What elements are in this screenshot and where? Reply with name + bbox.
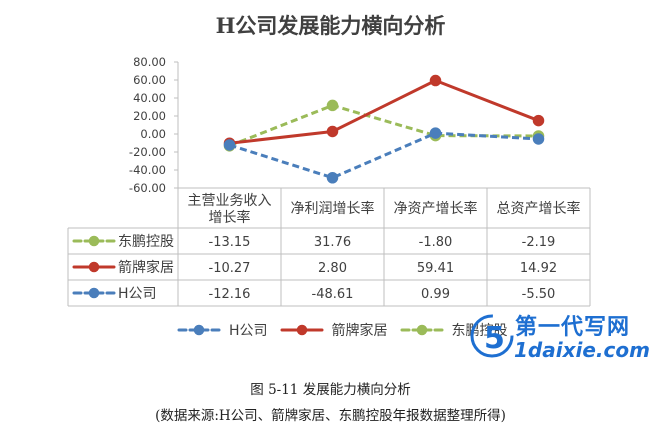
data-point: [326, 125, 339, 138]
y-tick-label: 40.00: [133, 91, 166, 105]
category-label: 净利润增长率: [291, 200, 375, 217]
y-tick-label: 0.00: [140, 127, 166, 141]
data-value-label: 59.41: [417, 261, 454, 276]
data-point: [532, 133, 545, 145]
legend-marker-icon: [193, 324, 205, 336]
y-tick-label: -60.00: [129, 181, 166, 195]
legend-symbol-icon: [280, 324, 324, 336]
legend-marker-icon: [88, 235, 100, 247]
category-label: 总资产增长率: [497, 200, 581, 217]
y-tick-label: 60.00: [133, 73, 166, 87]
category-label: 主营业务收入: [188, 193, 272, 209]
y-axis: 80.00 60.00 40.00 20.00 0.00 -20.00 -40.00 -60.…: [129, 55, 179, 195]
data-value-label: -48.61: [312, 287, 354, 302]
table-series-label: 东鹏控股: [118, 234, 174, 250]
data-value-label: -1.80: [419, 235, 453, 250]
category-label: 净资产增长率: [394, 200, 478, 217]
legend-marker-icon: [296, 324, 307, 336]
data-value-label: 31.76: [314, 235, 351, 250]
table-series-label: 箭牌家居: [118, 259, 174, 276]
y-tick-label: -20.00: [129, 145, 166, 159]
data-value-label: -10.27: [209, 261, 251, 276]
y-tick-label: 80.00: [133, 55, 166, 69]
legend: H公司 箭牌家居 东鹏控股: [175, 320, 508, 340]
legend-symbol-icon: [177, 324, 221, 336]
table-series-label: H公司: [118, 286, 157, 302]
data-point: [429, 74, 442, 87]
category-label: 增长率: [209, 209, 251, 226]
legend-symbol-icon: [400, 324, 444, 336]
series-line-H公司: [229, 131, 539, 180]
series-line-东鹏控股: [228, 103, 539, 148]
legend-label: 东鹏控股: [451, 323, 508, 339]
data-value-label: -2.19: [522, 235, 556, 250]
legend-item: 箭牌家居: [278, 320, 388, 340]
data-point: [429, 127, 442, 139]
y-tick-label: 20.00: [133, 109, 166, 123]
data-value-label: -13.15: [209, 235, 251, 250]
watermark-logo-digit: 5: [484, 321, 505, 356]
data-value-label: 14.92: [520, 261, 557, 276]
data-value-label: -5.50: [522, 287, 556, 302]
y-tick-label: -40.00: [129, 163, 166, 177]
series-lines: [223, 74, 545, 184]
legend-item: 东鹏控股: [398, 320, 508, 340]
data-point: [223, 139, 236, 151]
watermark-url: 1daixie.com: [514, 338, 650, 362]
data-point: [326, 99, 339, 112]
legend-label: 箭牌家居: [331, 323, 388, 339]
legend-marker-icon: [88, 287, 100, 299]
figure-caption: 图 5-11 发展能力横向分析: [250, 382, 411, 398]
legend-label: H公司: [229, 323, 268, 339]
legend-marker-icon: [416, 324, 427, 336]
watermark-site-name: 第一代写网: [515, 315, 631, 340]
legend-marker-icon: [88, 261, 100, 273]
series-line-箭牌家居: [229, 79, 540, 145]
watermark-logo: 5: [470, 314, 514, 358]
data-value-label: 0.99: [421, 287, 450, 302]
legend-item: H公司: [175, 320, 268, 340]
data-value-label: -12.16: [209, 287, 251, 302]
data-value-label: 2.80: [318, 261, 347, 276]
chart-title: H公司发展能力横向分析: [215, 13, 446, 38]
source-note: (数据来源:H公司、箭牌家居、东鹏控股年报数据整理所得): [155, 408, 506, 424]
data-point: [532, 114, 545, 127]
data-point: [326, 171, 339, 184]
